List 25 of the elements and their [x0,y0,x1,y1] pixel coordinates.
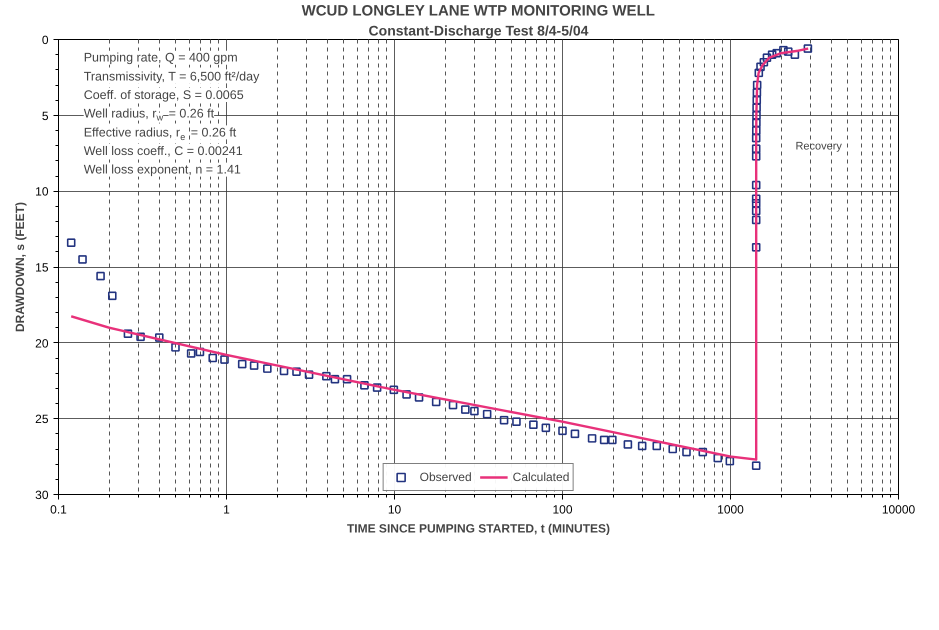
x-tick-label: 100 [552,502,573,516]
y-tick-label: 30 [35,488,49,502]
chart-title: WCUD LONGLEY LANE WTP MONITORING WELL [302,2,655,20]
y-tick-label: 15 [35,260,49,274]
annotation: Well loss coeff., C = 0.00241 [84,144,243,158]
x-tick-label: 10 [388,502,402,516]
x-tick-label: 10000 [882,502,916,516]
annotation: Well loss exponent, n = 1.41 [84,162,241,177]
annotation: Recovery [795,140,842,152]
annotation: Transmissivity, T = 6,500 ft²/day [84,69,260,84]
y-axis-title: DRAWDOWN, s (FEET) [13,202,28,332]
y-tick-label: 10 [35,184,49,199]
annotation: Pumping rate, Q = 400 gpm [84,50,238,65]
chart-subtitle: Constant-Discharge Test 8/4-5/04 [368,22,589,38]
x-axis-title: TIME SINCE PUMPING STARTED, t (MINUTES) [346,522,610,536]
legend-label: Calculated [512,470,570,484]
x-tick-label: 1 [223,502,230,516]
annotation: Coeff. of storage, S = 0.0065 [84,88,244,102]
y-tick-label: 20 [35,336,49,350]
legend-label: Observed [420,470,472,484]
x-tick-label: 1000 [717,502,744,516]
y-tick-label: 0 [42,33,49,47]
y-tick-label: 5 [42,108,49,123]
x-tick-label: 0.1 [50,502,68,516]
y-tick-label: 25 [35,412,49,426]
